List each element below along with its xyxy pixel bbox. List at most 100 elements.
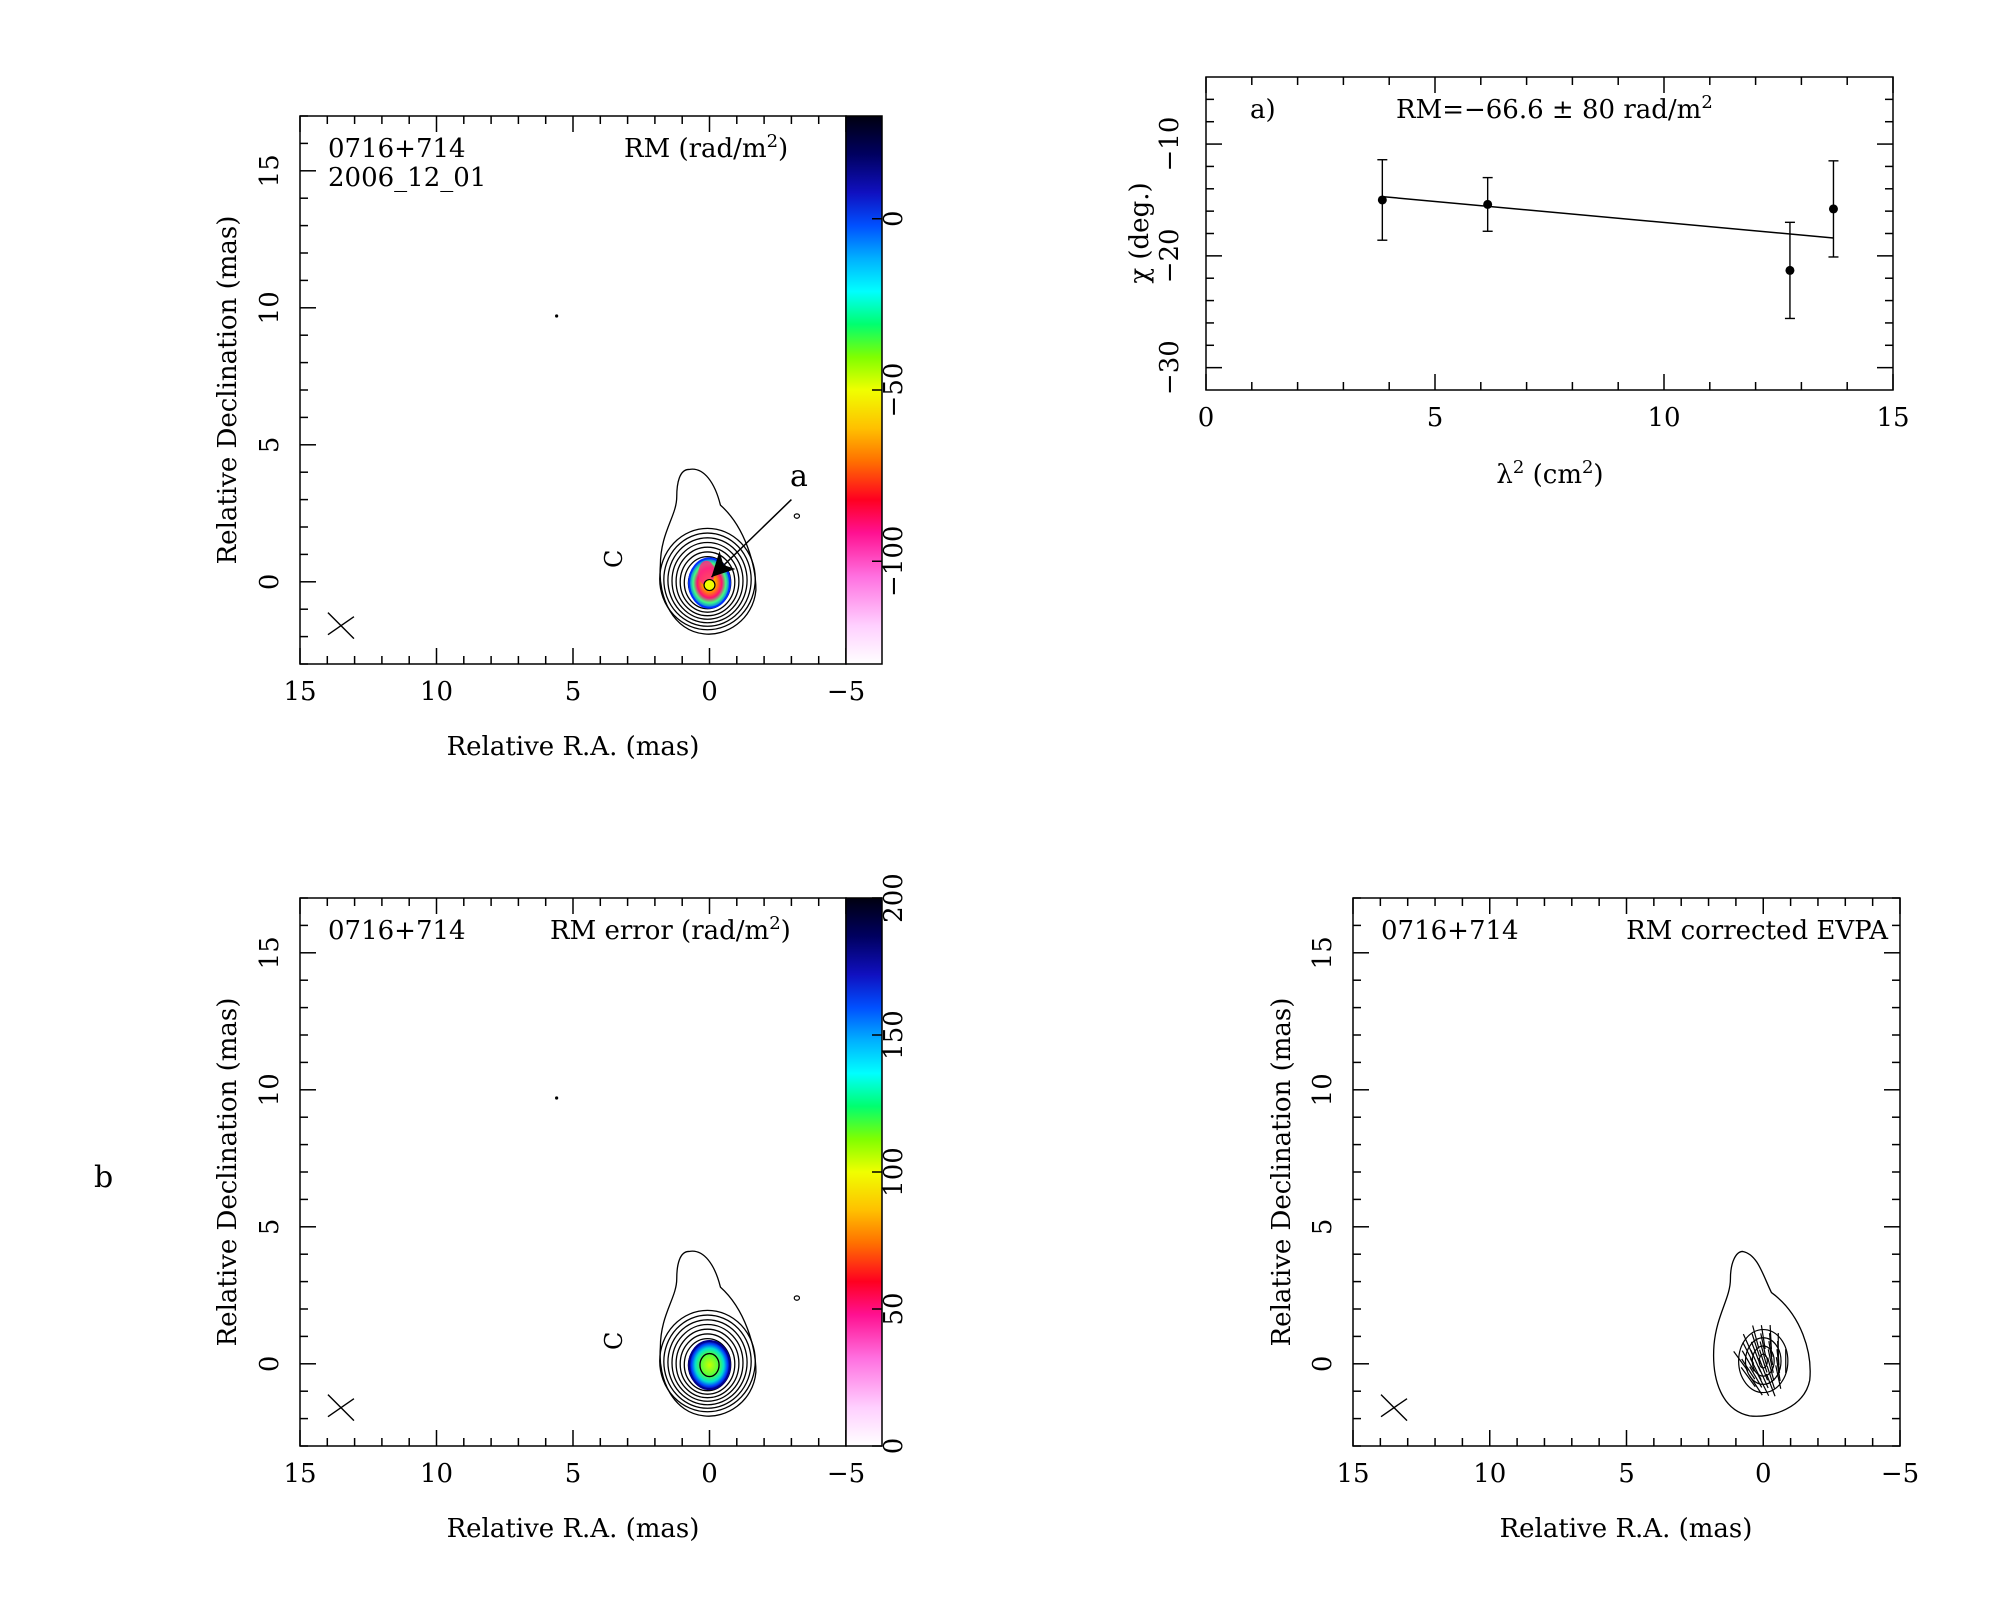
evpa-map-vectors [1733,1325,1787,1397]
evpa-vector [1759,1341,1767,1365]
x-tick-label: 5 [1618,1459,1635,1489]
fit-line [1382,195,1834,239]
rm-fit-panel-label: a) [1250,95,1276,125]
data-point [1483,199,1493,209]
data-point [1785,265,1795,275]
rm-error-map-ticks: 15 10 5 0 −5 0 5 10 15 [255,897,865,1489]
evpa-vector [1741,1358,1756,1380]
beam-cross-b [327,1398,355,1418]
evpa-vector [1767,1357,1775,1381]
evpa-vector [1760,1325,1766,1350]
x-tick-label: 5 [1427,403,1444,433]
beam-cross-b [1380,1398,1408,1418]
error-core-contour [699,1352,720,1378]
x-tick-label: −5 [827,677,865,707]
rm-fit-ticks: 0 5 10 15 −10 −20 −30 [1155,77,1910,433]
evpa-vector [1750,1341,1761,1365]
contour-level [663,532,752,627]
annotation-arrowhead [711,551,736,578]
y-tick-label: 5 [255,1219,285,1236]
rm-map-contours [555,314,801,635]
evpa-vector [1768,1341,1774,1366]
isolated-feature [555,314,559,318]
evpa-map-ticks: 15 10 5 0 −5 0 5 10 15 [1308,897,1919,1489]
colorbar-tick-label: 150 [879,1010,909,1060]
contour-level [667,537,748,624]
isolated-feature [555,1096,559,1100]
y-tick-label: 15 [255,154,285,187]
rm-error-map-xlabel: Relative R.A. (mas) [447,1514,700,1544]
rm-fit-ylabel: χ (deg.) [1125,182,1155,283]
x-tick-label: 0 [701,1459,718,1489]
colorbar-tick-label: −100 [879,526,909,597]
evpa-map-ylabel: Relative Declination (mas) [1267,998,1297,1347]
evpa-vector [1733,1350,1749,1372]
evpa-vector [1768,1333,1773,1358]
colorbar-tick-label: 200 [879,873,909,923]
evpa-map-quantity: RM corrected EVPA [1626,916,1889,946]
rm-error-map-core [688,1339,731,1391]
contour-level [671,541,744,620]
y-tick-label: 15 [1308,936,1338,969]
evpa-vector [1776,1349,1781,1374]
beam-cross-b [327,616,355,636]
x-tick-label: 15 [1336,1459,1369,1489]
rm-map-ylabel: Relative Declination (mas) [213,216,243,565]
rm-fit-panel: 0 5 10 15−10−20−30 a) RM=−66.6 ± 80 rad/m2 … [1125,76,1910,490]
rm-error-colorbar-ticks: 0 50 100 150 200 [872,873,909,1454]
rm-error-map-source: 0716+714 [328,916,466,946]
data-point [1828,204,1838,214]
rm-map-core [688,499,792,609]
x-tick-label: 15 [1876,403,1909,433]
evpa-vector [1751,1333,1761,1357]
rm-map-contour-label: C [600,550,628,568]
x-tick-label: 10 [1473,1459,1506,1489]
contour-level [671,1323,744,1402]
evpa-vector [1749,1366,1763,1388]
rm-map-annotation: a [790,459,808,494]
y-tick-label: 0 [255,574,285,591]
evpa-vector [1766,1365,1776,1389]
y-tick-label: −20 [1155,228,1185,283]
evpa-vector [1752,1325,1760,1349]
evpa-vector [1758,1357,1769,1381]
evpa-vector [1741,1350,1755,1372]
x-tick-label: 5 [565,677,582,707]
contour-level [667,1319,748,1406]
evpa-map-xlabel: Relative R.A. (mas) [1500,1514,1753,1544]
y-tick-label: 10 [1308,1073,1338,1106]
contour-level [675,546,740,617]
rm-map-frame [299,115,847,665]
rm-colorbar-ticks: 0 −50 −100 [872,210,909,597]
evpa-vector [1757,1365,1769,1389]
y-tick-label: 15 [255,936,285,969]
y-tick-label: 0 [255,1356,285,1373]
colorbar-tick-label: 100 [879,1147,909,1197]
evpa-map-source: 0716+714 [1381,916,1519,946]
rm-fit-label: RM=−66.6 ± 80 rad/m2 [1396,92,1713,125]
x-tick-label: −5 [1881,1459,1919,1489]
contour-level [1738,1328,1789,1394]
evpa-vector [1775,1365,1782,1389]
y-tick-label: −10 [1155,117,1185,172]
rm-map-source: 0716+714 [328,134,466,164]
evpa-vector [1757,1374,1770,1397]
figure-label-b: b [94,1160,113,1195]
rm-map-quantity: RM (rad/m2) [624,131,788,164]
contour-level [663,1314,752,1409]
evpa-vector [1758,1349,1768,1373]
rm-error-map-frame [299,897,847,1447]
rm-map-epoch: 2006_12_01 [328,163,486,193]
contour-level [659,1309,756,1413]
annotation-line [710,499,792,578]
rm-core-center [703,578,716,592]
x-tick-label: 0 [701,677,718,707]
evpa-vector [1775,1357,1781,1382]
evpa-map-panel: 15 10 5 0 −5 0 5 10 15 0716+714 RM corrected EVP… [1267,897,1919,1544]
evpa-vector [1765,1373,1776,1397]
evpa-vector [1748,1374,1763,1396]
rm-error-map-quantity: RM error (rad/m2) [550,913,791,946]
evpa-map-frame [1352,897,1901,1447]
